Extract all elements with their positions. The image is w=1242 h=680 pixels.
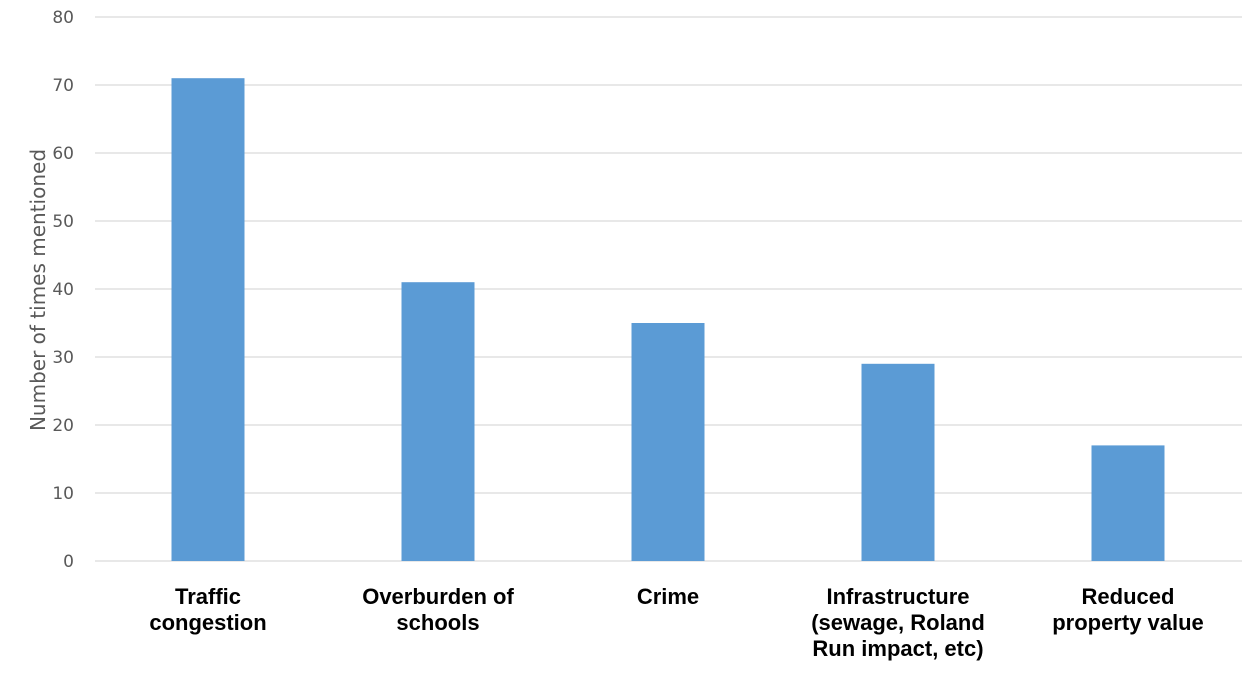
y-tick-label: 30 [52,348,74,368]
y-tick-label: 50 [52,212,74,232]
x-tick-label: Crime [637,584,699,609]
x-tick-label: Infrastructure (sewage, Roland Run impact,… [811,584,985,661]
y-tick-label: 40 [52,280,74,300]
y-tick-label: 0 [63,552,74,572]
y-tick-label: 60 [52,144,74,164]
y-axis-label: Number of times mentioned [26,148,50,432]
x-tick-label: Traffic congestion [149,584,266,635]
bar [631,323,705,561]
x-tick-label: Overburden of schools [362,584,514,635]
bar [171,78,245,561]
bar [861,363,935,561]
x-tick-label: Reduced property value [1052,584,1204,635]
y-tick-label: 80 [52,8,74,28]
bar [1091,445,1165,561]
y-tick-label: 10 [52,484,74,504]
y-tick-label: 70 [52,76,74,96]
y-tick-label: 20 [52,416,74,436]
bar [401,282,475,561]
